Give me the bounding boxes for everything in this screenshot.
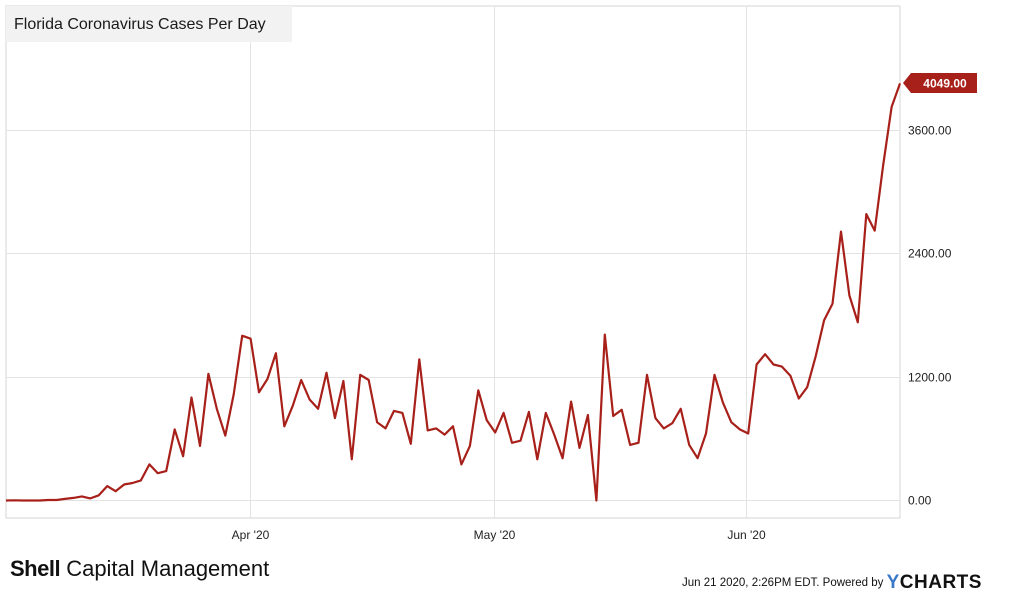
x-tick-label: May '20 [474,528,516,542]
y-tick-label: 0.00 [908,494,932,508]
chart-title: Florida Coronavirus Cases Per Day [14,16,266,33]
series-line [5,83,902,502]
last-value-label: 4049.00 [923,77,967,91]
brand-logo-bold: Shell [10,556,61,581]
chart-area: 0.00 1200.00 2400.00 3600.00 Apr '20 May '20 J… [5,5,977,542]
line-chart: 0.00 1200.00 2400.00 3600.00 Apr '20 May '20 J… [5,5,977,542]
ycharts-logo-y: Y [886,572,900,593]
ycharts-logo[interactable]: YCHARTS [887,572,982,593]
chart-title-box: Florida Coronavirus Cases Per Day [6,6,292,42]
footer-attribution: Jun 21 2020, 2:26PM EDT. Powered by YCHA… [682,572,982,594]
y-tick-label: 2400.00 [908,247,952,261]
y-tick-label: 3600.00 [908,124,952,138]
plot-frame [5,5,901,519]
x-tick-label: Jun '20 [727,528,766,542]
powered-by-text: Powered by [822,577,884,589]
y-tick-label: 1200.00 [908,371,952,385]
brand-logo: Shell Capital Management [10,556,269,582]
timestamp: Jun 21 2020, 2:26PM EDT. [682,577,820,589]
x-tick-label: Apr '20 [232,528,270,542]
ycharts-logo-rest: CHARTS [899,572,982,593]
brand-logo-rest: Capital Management [60,556,270,581]
last-value-badge [903,73,977,93]
